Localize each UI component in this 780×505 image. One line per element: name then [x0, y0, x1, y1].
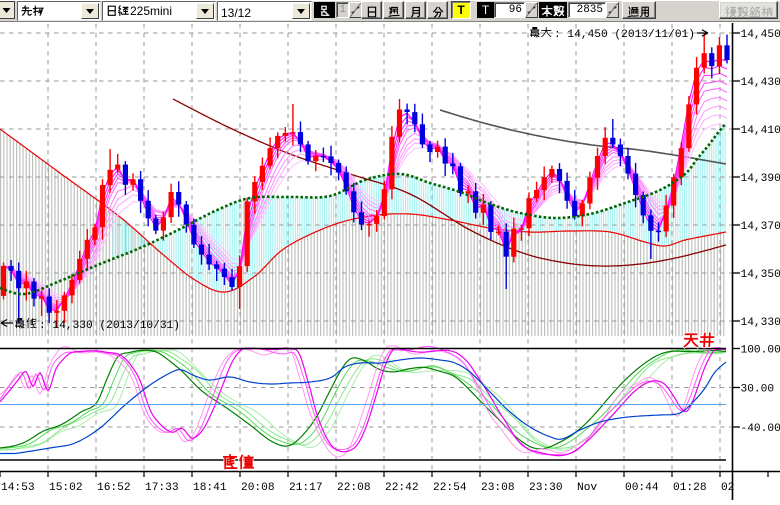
svg-text:14,430: 14,430	[741, 77, 780, 89]
svg-text:15:02: 15:02	[49, 482, 83, 494]
svg-text:23:08: 23:08	[481, 482, 515, 494]
svg-text:17:33: 17:33	[145, 482, 179, 494]
svg-text:14:53: 14:53	[1, 482, 35, 494]
svg-text:-40.00: -40.00	[741, 423, 780, 435]
svg-text:14,370: 14,370	[741, 221, 780, 233]
svg-text:14,350: 14,350	[741, 269, 780, 281]
svg-text:: 14,450 (2013/11/01): : 14,450 (2013/11/01)	[554, 29, 695, 41]
svg-text:Nov: Nov	[577, 482, 597, 494]
svg-text:20:08: 20:08	[241, 482, 275, 494]
svg-text:00:44: 00:44	[625, 482, 659, 494]
svg-text:100.00: 100.00	[741, 345, 780, 357]
svg-text:14,330: 14,330	[741, 317, 780, 329]
svg-text:22:54: 22:54	[433, 482, 467, 494]
svg-text:22:08: 22:08	[337, 482, 371, 494]
svg-text:30.00: 30.00	[741, 384, 775, 396]
svg-text:: 14,330 (2013/10/31): : 14,330 (2013/10/31)	[39, 320, 180, 332]
svg-text:23:30: 23:30	[529, 482, 563, 494]
svg-text:16:52: 16:52	[97, 482, 131, 494]
svg-text:14,390: 14,390	[741, 173, 780, 185]
svg-text:01:28: 01:28	[673, 482, 707, 494]
svg-text:14,410: 14,410	[741, 125, 780, 137]
svg-text:14,450: 14,450	[741, 29, 780, 41]
svg-text:21:17: 21:17	[289, 482, 323, 494]
svg-text:22:42: 22:42	[385, 482, 419, 494]
svg-text:18:41: 18:41	[193, 482, 227, 494]
